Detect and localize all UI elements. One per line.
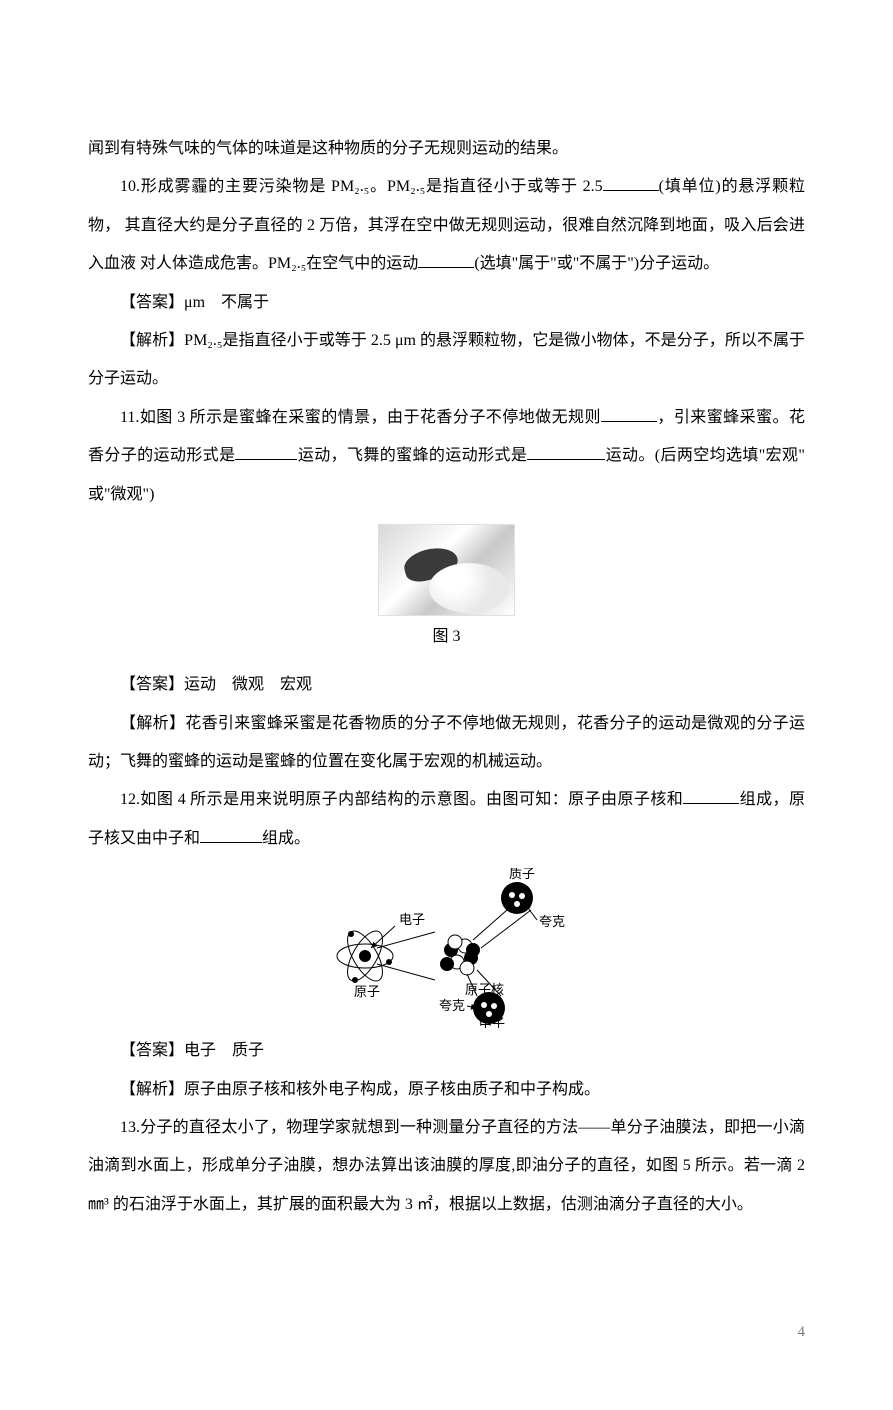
q11-explain: 【解析】花香引来蜜蜂采蜜是花香物质的分子不停地做无规则，花香分子的运动是微观的分… — [88, 705, 805, 782]
q10-explain-text: PM₂.₅是指直径小于或等于 2.5 μm 的悬浮颗粒物，它是微小物体，不是分子… — [88, 332, 805, 387]
neutron-label: 中子 — [479, 1016, 505, 1028]
q11-mid3: 运动。(后两空均选填"宏观" — [605, 447, 805, 464]
q10-answer-text: μm 不属于 — [184, 294, 269, 311]
q12-explain: 【解析】原子由原子核和核外电子构成，原子核由质子和中子构成。 — [88, 1071, 805, 1109]
figure-3: 图 3 — [88, 524, 805, 662]
q11-blank2 — [235, 443, 297, 460]
document-page: 闻到有特殊气味的气体的味道是这种物质的分子无规则运动的结果。 10.形成雾霾的主… — [0, 0, 893, 1410]
q10-explain: 【解析】PM₂.₅是指直径小于或等于 2.5 μm 的悬浮颗粒物，它是微小物体，… — [88, 322, 805, 399]
q11-pre1: 11.如图 3 所示是蜜蜂在采蜜的情景，由于花香分子不停地做无规则 — [120, 409, 601, 426]
q12-pre1: 12.如图 4 所示是用来说明原子内部结构的示意图。由图可知：原子由原子核和 — [120, 791, 683, 808]
q12-blank1 — [683, 787, 739, 804]
q11-blank3 — [527, 443, 605, 460]
atom-structure-diagram: 原子 电子 原子核 质子 夸克 — [317, 868, 577, 1028]
q11-mid1: ，引来蜜蜂采蜜。花 — [657, 409, 805, 426]
explain-label: 【解析】 — [120, 1081, 184, 1098]
answer-label: 【答案】 — [120, 676, 184, 693]
q11-line3: 或"微观") — [88, 486, 154, 503]
bee-on-flower-image — [378, 524, 515, 616]
q11-mid2: 运动，飞舞的蜜蜂的运动形式是 — [297, 447, 527, 464]
q11-pre2: 香分子的运动形式是 — [88, 447, 235, 464]
q10-pre2: 对人体造成危害。PM₂.₅在空气中的运动 — [140, 255, 418, 272]
q12-mid2: 组成。 — [262, 830, 310, 847]
q12-text: 12.如图 4 所示是用来说明原子内部结构的示意图。由图可知：原子由原子核和组成… — [88, 781, 805, 858]
q11-blank1 — [601, 405, 657, 422]
answer-label: 【答案】 — [120, 1042, 184, 1059]
figure-3-caption: 图 3 — [432, 618, 460, 656]
quark-label-2: 夸克 — [439, 998, 465, 1013]
q11-answer: 【答案】运动 微观 宏观 — [88, 666, 805, 704]
q13-line3: 的石油浮于水面上，其扩展的面积最大为 3 ㎡，根据以上数据，估测油滴分子直径的大… — [113, 1196, 753, 1213]
q10-blank2 — [418, 251, 474, 268]
q11-answer-text: 运动 微观 宏观 — [184, 676, 312, 693]
q12-pre2: 子核又由中子和 — [88, 830, 200, 847]
q11-explain-text: 花香引来蜜蜂采蜜是花香物质的分子不停地做无规则，花香分子的运动是微观的分子运动；… — [88, 715, 805, 770]
answer-label: 【答案】 — [120, 294, 184, 311]
q13-line1: 13.分子的直径太小了，物理学家就想到一种测量分子直径的方法——单分子油膜法，即… — [120, 1119, 805, 1136]
atom-label: 原子 — [354, 984, 380, 999]
q12-answer: 【答案】电子 质子 — [88, 1032, 805, 1070]
q12-explain-text: 原子由原子核和核外电子构成，原子核由质子和中子构成。 — [184, 1081, 600, 1098]
quark-label-1: 夸克 — [539, 914, 565, 929]
q10-answer: 【答案】μm 不属于 — [88, 284, 805, 322]
proton-label: 质子 — [509, 868, 535, 881]
q13-text: 13.分子的直径太小了，物理学家就想到一种测量分子直径的方法——单分子油膜法，即… — [88, 1109, 805, 1224]
q10-pre1: 10.形成雾霾的主要污染物是 PM₂.₅。PM₂.₅是指直径小于或等于 2.5 — [120, 178, 603, 195]
explain-label: 【解析】 — [120, 715, 185, 732]
q12-blank2 — [200, 826, 262, 843]
electron-label: 电子 — [399, 912, 425, 927]
prev-question-tail: 闻到有特殊气味的气体的味道是这种物质的分子无规则运动的结果。 — [88, 130, 805, 168]
q12-answer-text: 电子 质子 — [184, 1042, 264, 1059]
q10-mid2: (选填"属于"或"不属于")分子运动。 — [474, 255, 719, 272]
figure-4: 原子 电子 原子核 质子 夸克 — [88, 868, 805, 1028]
q10-text: 10.形成雾霾的主要污染物是 PM₂.₅。PM₂.₅是指直径小于或等于 2.5 (… — [88, 168, 805, 283]
page-number: 4 — [88, 1314, 805, 1350]
q12-mid1: 组成，原 — [739, 791, 805, 808]
explain-label: 【解析】 — [120, 332, 184, 349]
q11-text: 11.如图 3 所示是蜜蜂在采蜜的情景，由于花香分子不停地做无规则 ，引来蜜蜂采蜜… — [88, 399, 805, 514]
q10-blank1 — [603, 174, 659, 191]
